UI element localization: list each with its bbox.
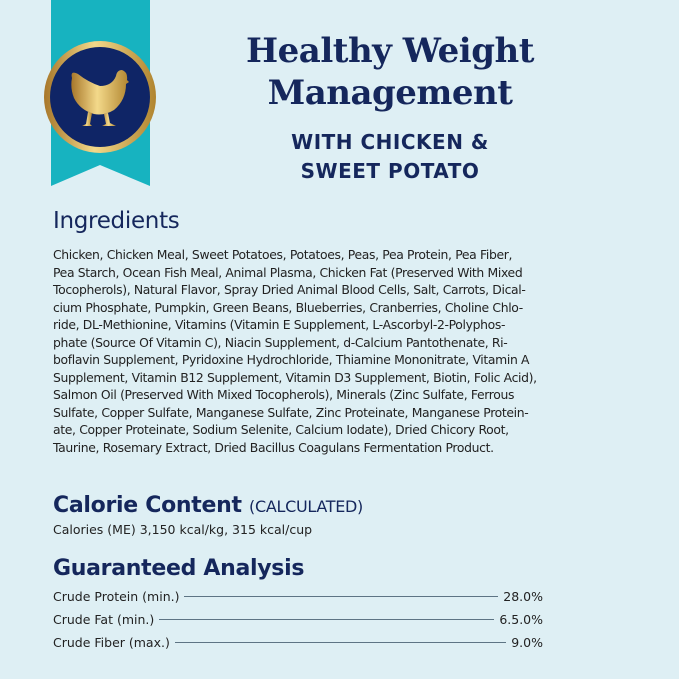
analysis-value: 6.5.0% bbox=[499, 612, 543, 627]
chicken-icon bbox=[71, 70, 129, 126]
analysis-label: Crude Fiber (max.) bbox=[53, 635, 170, 650]
calorie-text: Calories (ME) 3,150 kcal/kg, 315 kcal/cu… bbox=[53, 522, 313, 537]
calorie-heading: Calorie Content (CALCULATED) bbox=[53, 493, 363, 518]
analysis-row: Crude Protein (min.) 28.0% bbox=[53, 589, 543, 604]
analysis-heading: Guaranteed Analysis bbox=[53, 556, 305, 581]
ingredients-line: ride, DL-Methionine, Vitamins (Vitamin E… bbox=[53, 317, 506, 332]
analysis-value: 28.0% bbox=[503, 589, 543, 604]
ingredients-line: Pea Starch, Ocean Fish Meal, Animal Plas… bbox=[53, 264, 523, 280]
analysis-value: 9.0% bbox=[511, 635, 543, 650]
analysis-row: Crude Fiber (max.) 9.0% bbox=[53, 635, 543, 650]
leader-line bbox=[159, 619, 495, 620]
analysis-row: Crude Fat (min.) 6.5.0% bbox=[53, 612, 543, 627]
ingredients-line: cium Phosphate, Pumpkin, Green Beans, Bl… bbox=[53, 299, 523, 315]
ingredients-line: ate, Copper Proteinate, Sodium Selenite,… bbox=[53, 422, 509, 437]
ingredients-line: Tocopherols), Natural Flavor, Spray Drie… bbox=[53, 282, 526, 297]
ingredients-line: Sulfate, Copper Sulfate, Manganese Sulfa… bbox=[53, 404, 529, 420]
calorie-heading-text: Calorie Content bbox=[53, 493, 242, 518]
subtitle-line: WITH CHICKEN & bbox=[291, 130, 489, 154]
product-title: Healthy Weight Management bbox=[246, 31, 534, 113]
chicken-badge-ribbon bbox=[44, 0, 156, 186]
ingredients-line: boflavin Supplement, Pyridoxine Hydrochl… bbox=[53, 352, 530, 367]
ingredients-heading: Ingredients bbox=[53, 208, 180, 234]
leader-line bbox=[184, 596, 499, 597]
ingredients-line: Salmon Oil (Preserved With Mixed Tocophe… bbox=[53, 387, 515, 402]
analysis-label: Crude Protein (min.) bbox=[53, 589, 180, 604]
analysis-label: Crude Fat (min.) bbox=[53, 612, 155, 627]
subtitle-line: SWEET POTATO bbox=[300, 159, 480, 183]
leader-line bbox=[174, 642, 507, 643]
product-subtitle: WITH CHICKEN & SWEET POTATO bbox=[200, 128, 580, 186]
ingredients-text: Chicken, Chicken Meal, Sweet Potatoes, P… bbox=[53, 246, 537, 456]
ingredients-line: phate (Source Of Vitamin C), Niacin Supp… bbox=[53, 334, 508, 350]
ingredients-line: Chicken, Chicken Meal, Sweet Potatoes, P… bbox=[53, 247, 513, 262]
calorie-heading-sub: (CALCULATED) bbox=[249, 497, 364, 516]
ingredients-line: Taurine, Rosemary Extract, Dried Bacillu… bbox=[53, 439, 494, 455]
ingredients-line: Supplement, Vitamin B12 Supplement, Vita… bbox=[53, 369, 537, 385]
